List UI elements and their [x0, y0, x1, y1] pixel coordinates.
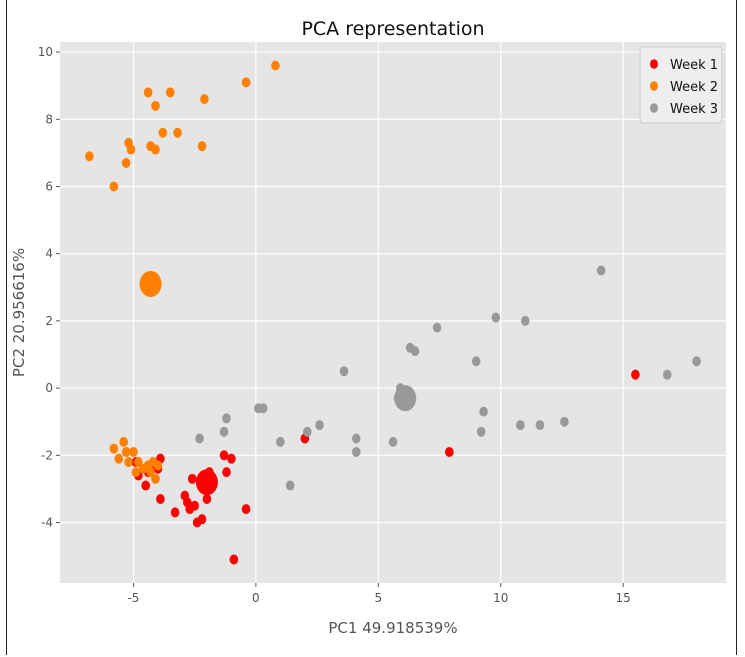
axis-ticks: -5 0 5 10 15 -4 -2 0 2 4 6 8 10: [38, 45, 631, 605]
data-point: [143, 87, 153, 98]
data-point: [202, 493, 212, 504]
data-point: [227, 453, 236, 464]
data-point: [662, 369, 672, 380]
data-point: [285, 480, 295, 491]
data-point: [388, 436, 398, 447]
data-point: [535, 420, 545, 431]
data-point: [258, 403, 268, 414]
data-point: [114, 453, 124, 464]
centroid-point: [195, 469, 218, 496]
data-point: [229, 554, 239, 565]
data-point: [173, 127, 182, 138]
series-week-3: [195, 265, 701, 491]
data-point: [351, 446, 361, 457]
data-point: [219, 450, 229, 461]
y-tick-label: -4: [41, 516, 53, 530]
y-tick-label: 0: [45, 381, 53, 395]
y-tick-label: 10: [38, 45, 53, 59]
data-point: [153, 460, 163, 471]
data-point: [339, 366, 349, 377]
data-point: [200, 94, 209, 105]
data-point: [516, 420, 525, 431]
data-point: [476, 426, 486, 437]
series-week-2: [85, 60, 280, 484]
data-point: [241, 504, 251, 515]
x-tick-label: -5: [127, 591, 139, 605]
data-point: [141, 480, 150, 491]
x-tick-label: 0: [252, 591, 260, 605]
data-point: [195, 433, 204, 444]
data-point: [197, 141, 207, 152]
data-point: [479, 406, 488, 417]
data-point: [158, 127, 168, 138]
y-tick-label: 6: [45, 179, 53, 193]
data-point: [121, 157, 131, 168]
data-point: [596, 265, 606, 276]
data-point: [276, 436, 285, 447]
data-point: [156, 493, 165, 504]
grid-lines: [60, 42, 726, 583]
y-axis-label: PC2 20.956616%: [10, 248, 28, 377]
data-point: [146, 467, 155, 478]
data-point: [121, 446, 131, 457]
legend-label: Week 1: [670, 58, 718, 73]
y-tick-label: 4: [45, 247, 53, 261]
centroid-point: [394, 385, 417, 412]
plot-area: [60, 42, 726, 583]
data-point: [131, 467, 141, 478]
data-point: [109, 181, 119, 192]
data-point: [109, 443, 119, 454]
legend-marker: [650, 103, 658, 113]
data-point: [187, 473, 197, 484]
x-tick-label: 5: [374, 591, 382, 605]
data-point: [445, 446, 454, 457]
data-point: [85, 151, 94, 162]
legend: Week 1 Week 2 Week 3: [639, 46, 723, 124]
legend-marker: [650, 59, 658, 69]
data-point: [222, 413, 231, 424]
data-point: [151, 100, 160, 111]
data-point: [190, 500, 199, 511]
data-point: [151, 473, 160, 484]
data-point: [170, 507, 180, 518]
legend-box: [639, 46, 723, 124]
chart-title: PCA representation: [301, 18, 484, 40]
figure-frame: -5 0 5 10 15 -4 -2 0 2 4 6 8 10 PCA representation P…: [6, 0, 737, 655]
y-tick-label: 8: [45, 112, 53, 126]
data-point: [491, 312, 501, 323]
data-points: [85, 60, 701, 565]
legend-marker: [650, 81, 658, 91]
data-point: [410, 346, 420, 357]
centroid-point: [139, 270, 162, 297]
pca-scatter-chart: -5 0 5 10 15 -4 -2 0 2 4 6 8 10 PCA representation P…: [10, 18, 726, 637]
data-point: [315, 420, 324, 431]
x-axis-label: PC1 49.918539%: [328, 619, 457, 637]
y-tick-label: -2: [41, 448, 53, 462]
x-tick-label: 10: [493, 591, 508, 605]
data-point: [692, 356, 701, 367]
y-tick-label: 2: [45, 314, 53, 328]
data-point: [126, 144, 136, 155]
data-point: [222, 467, 231, 478]
data-point: [165, 87, 175, 98]
data-point: [241, 77, 251, 88]
legend-label: Week 3: [670, 102, 718, 117]
data-point: [134, 457, 143, 468]
data-point: [560, 416, 569, 427]
data-point: [119, 436, 128, 447]
data-point: [520, 315, 530, 326]
data-point: [197, 514, 207, 525]
data-point: [124, 457, 133, 468]
data-point: [471, 356, 481, 367]
data-point: [151, 144, 160, 155]
data-point: [219, 426, 229, 437]
legend-label: Week 2: [670, 80, 718, 95]
data-point: [129, 446, 138, 457]
data-point: [271, 60, 280, 71]
data-point: [631, 369, 640, 380]
data-point: [351, 433, 361, 444]
data-point: [303, 426, 312, 437]
data-point: [432, 322, 442, 333]
x-tick-label: 15: [616, 591, 631, 605]
